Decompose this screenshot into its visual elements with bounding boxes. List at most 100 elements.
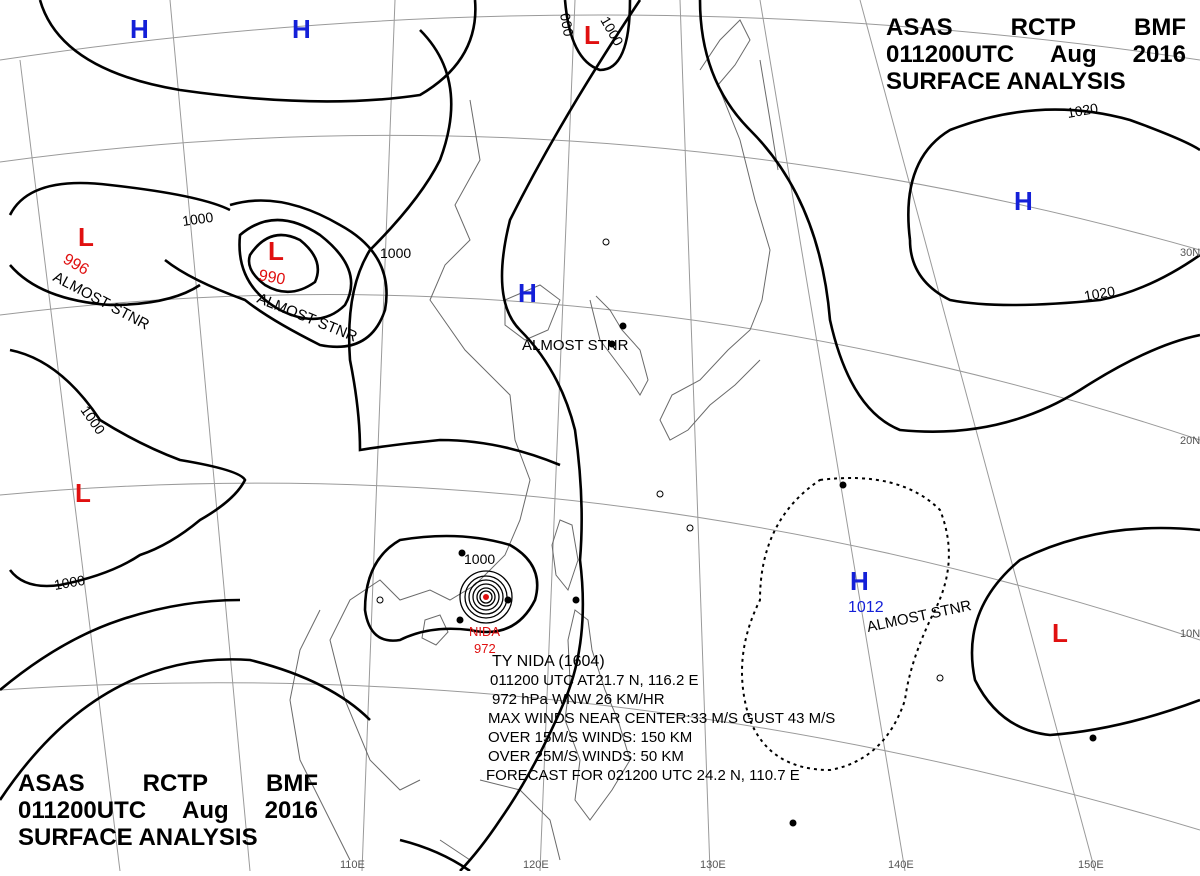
station-dot — [936, 674, 944, 682]
isobar-sw-1000 — [0, 598, 241, 691]
typhoon-info-line: 011200 UTC AT21.7 N, 116.2 E — [490, 672, 699, 689]
lat-label: 10N — [1180, 628, 1200, 640]
isobar-label: 1000 — [380, 245, 411, 261]
header-code: BMF — [1134, 14, 1186, 41]
lat-line-0 — [0, 682, 1200, 831]
header-agency: ASAS — [18, 770, 85, 797]
typhoon-center-icon — [483, 594, 489, 600]
station-dot — [1089, 734, 1097, 742]
low-center-icon: L — [78, 222, 94, 252]
low-pressure-value: 990 — [257, 267, 286, 288]
coast-borneo — [439, 779, 561, 861]
isobar-top-arc — [38, 0, 477, 103]
header-station: RCTP — [142, 770, 209, 797]
station-dot — [656, 490, 664, 498]
latitude-grid — [0, 14, 1200, 831]
station-dot — [839, 481, 847, 489]
coast-bohai — [504, 284, 561, 341]
lat-line-10n — [0, 482, 1200, 641]
coast-china — [329, 99, 531, 791]
station-dot — [619, 322, 627, 330]
typhoon-ring-3 — [468, 579, 504, 615]
lat-line-30n — [0, 134, 1200, 251]
high-center-icon: H — [130, 14, 149, 44]
lon-label: 150E — [1078, 859, 1104, 871]
isobar-se-l — [970, 526, 1200, 737]
station-dot — [456, 616, 464, 624]
isobar-label: 1000 — [597, 14, 627, 49]
typhoon-info-line: FORECAST FOR 021200 UTC 24.2 N, 110.7 E — [486, 767, 800, 784]
lat-line-20n — [0, 294, 1200, 441]
isobar-low-996 — [8, 181, 231, 307]
typhoon-info-line: 972 hPa WNW 26 KM/HR — [492, 691, 665, 708]
high-center-icon: H — [518, 278, 537, 308]
typhoon-info-line: MAX WINDS NEAR CENTER:33 M/S GUST 43 M/S — [488, 710, 836, 727]
lon-line-100e — [169, 0, 251, 872]
header-time: 011200UTC — [886, 41, 1015, 68]
grid-labels: 30N 20N 10N 110E 120E 130E 140E 150E — [340, 247, 1200, 871]
header-month: Aug — [182, 797, 229, 824]
coast-japan — [659, 89, 771, 441]
lon-line-150e — [859, 0, 1096, 872]
isobar-north-l — [563, 0, 632, 72]
isobar-label: 1020 — [1083, 283, 1117, 304]
header-time: 011200UTC — [18, 797, 147, 824]
isobar-east-china — [459, 0, 642, 872]
lon-label: 130E — [700, 859, 726, 871]
station-dot — [572, 596, 580, 604]
station-dot — [608, 340, 616, 348]
typhoon-ring-5 — [476, 587, 496, 607]
low-center-icon: L — [1052, 618, 1068, 648]
header-station: RCTP — [1010, 14, 1077, 41]
typhoon-info-line: OVER 25M/S WINDS: 50 KM — [488, 748, 684, 765]
isobar-west-1000 — [8, 348, 247, 588]
low-center-icon: L — [268, 236, 284, 266]
lon-line-140e — [759, 0, 906, 872]
coast-hokkaido — [699, 19, 751, 86]
high-center-icon: H — [850, 566, 869, 596]
lat-label: 30N — [1180, 247, 1200, 259]
station-dot — [686, 524, 694, 532]
station-plots — [376, 238, 1097, 827]
header-year: 2016 — [1132, 41, 1186, 68]
lon-label: 110E — [340, 859, 365, 871]
header-bottom: ASAS RCTP BMF 011200UTC Aug 2016 SURFACE… — [18, 770, 318, 851]
isobar-low-990-inner — [238, 218, 353, 321]
typhoon-ring-1 — [459, 570, 513, 624]
lon-line-110e — [361, 0, 396, 872]
header-year: 2016 — [264, 797, 318, 824]
coast-indochina — [289, 609, 351, 861]
header-code: BMF — [266, 770, 318, 797]
isobar-low-990-outer — [164, 199, 388, 349]
lon-label: 140E — [888, 859, 914, 871]
header-top: ASAS RCTP BMF 011200UTC Aug 2016 SURFACE… — [886, 14, 1186, 95]
isobar-high-1012-dotted — [741, 477, 950, 772]
typhoon-info-line: OVER 15M/S WINDS: 150 KM — [488, 729, 693, 746]
isobar-china-1000 — [347, 29, 561, 467]
isobar-low-990-core — [247, 233, 320, 294]
stationary-note: ALMOST STNR — [522, 337, 629, 354]
isobar-label: 1020 — [1066, 100, 1100, 121]
coast-korea — [589, 295, 649, 396]
low-center-icon: L — [584, 20, 600, 50]
isobar-south-long — [0, 658, 471, 873]
isobar-pacific-arc — [698, 0, 1200, 433]
isobar-label: 1000 — [181, 209, 214, 229]
isobar-label: 1000 — [78, 403, 109, 438]
typhoon-pressure: 972 — [474, 641, 496, 656]
isobar-label: 1000 — [53, 572, 87, 593]
longitude-grid — [19, 0, 1096, 872]
header-title: SURFACE ANALYSIS — [18, 824, 258, 851]
header-title: SURFACE ANALYSIS — [886, 68, 1126, 95]
lon-label: 120E — [523, 859, 549, 871]
lon-line-90e — [19, 59, 121, 872]
station-dot — [376, 596, 384, 604]
station-dot — [789, 819, 797, 827]
lat-label: 20N — [1180, 435, 1200, 447]
isobar-typhoon-1000 — [363, 534, 539, 642]
lon-line-120e — [539, 0, 576, 872]
station-dot — [602, 238, 610, 246]
